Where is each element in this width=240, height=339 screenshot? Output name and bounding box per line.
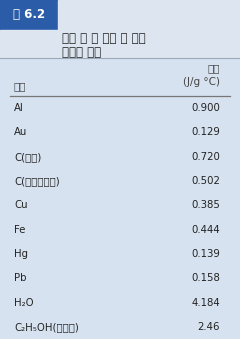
Text: 0.139: 0.139 bbox=[191, 249, 220, 259]
Text: 4.184: 4.184 bbox=[191, 298, 220, 307]
Text: H₂O: H₂O bbox=[14, 298, 34, 307]
Text: 0.444: 0.444 bbox=[191, 225, 220, 235]
Bar bbox=[0, 30, 240, 58]
Text: 0.900: 0.900 bbox=[191, 103, 220, 113]
Text: C₂H₅OH(에탄올): C₂H₅OH(에탄올) bbox=[14, 322, 79, 332]
Text: 비열: 비열 bbox=[208, 63, 220, 73]
Text: Al: Al bbox=[14, 103, 24, 113]
Text: C(흑연): C(흑연) bbox=[14, 152, 41, 162]
Text: 0.385: 0.385 bbox=[191, 200, 220, 211]
Text: 0.129: 0.129 bbox=[191, 127, 220, 137]
Text: Fe: Fe bbox=[14, 225, 25, 235]
Text: 물질의 비열: 물질의 비열 bbox=[62, 45, 101, 59]
Text: Au: Au bbox=[14, 127, 27, 137]
Text: 0.158: 0.158 bbox=[191, 273, 220, 283]
Text: C(다이아몬드): C(다이아몬드) bbox=[14, 176, 60, 186]
Text: 2.46: 2.46 bbox=[198, 322, 220, 332]
Text: 표 6.2: 표 6.2 bbox=[13, 8, 45, 21]
Bar bbox=[58, 0, 240, 30]
Bar bbox=[0, 0, 58, 30]
Text: Cu: Cu bbox=[14, 200, 28, 211]
Text: Pb: Pb bbox=[14, 273, 26, 283]
Text: (J/g °C): (J/g °C) bbox=[183, 77, 220, 87]
Text: 흔히 볼 수 있는 몇 가지: 흔히 볼 수 있는 몇 가지 bbox=[62, 32, 146, 44]
Text: 0.502: 0.502 bbox=[191, 176, 220, 186]
Text: 0.720: 0.720 bbox=[191, 152, 220, 162]
Text: Hg: Hg bbox=[14, 249, 28, 259]
Text: 물질: 물질 bbox=[14, 81, 26, 91]
